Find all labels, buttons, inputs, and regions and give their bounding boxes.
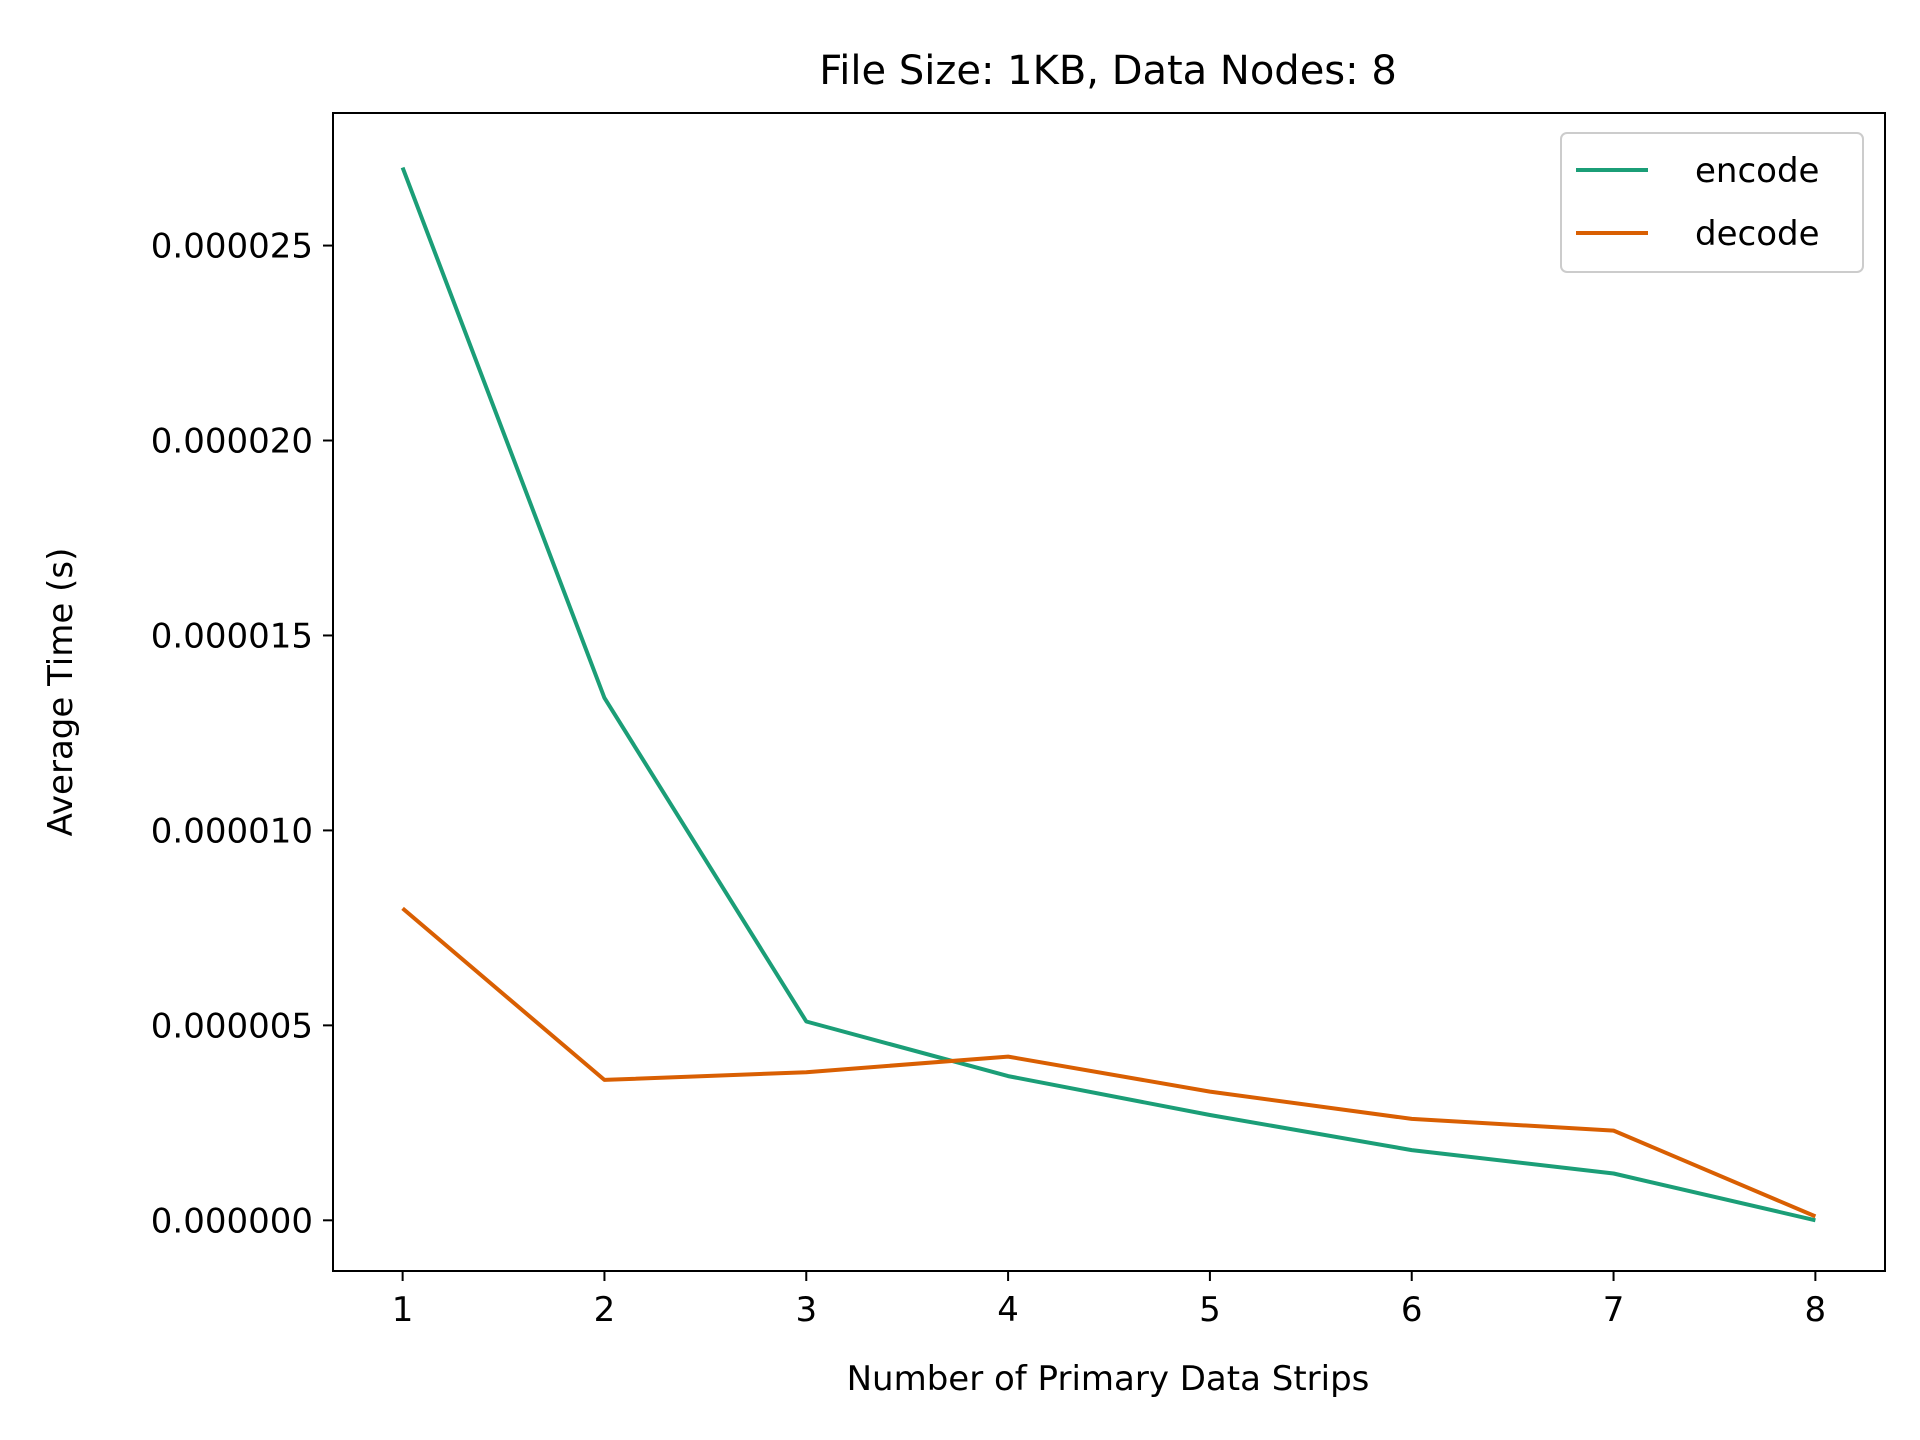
chart-title: File Size: 1KB, Data Nodes: 8 [819,48,1397,94]
legend-label-decode: decode [1695,214,1820,254]
x-axis: 1 2 3 4 5 6 7 8 [392,1271,1826,1330]
x-tick-label: 4 [997,1290,1019,1330]
x-axis-label: Number of Primary Data Strips [847,1359,1370,1399]
x-tick-label: 2 [594,1290,616,1330]
y-axis-label: Average Time (s) [41,548,81,837]
x-tick-label: 8 [1805,1290,1827,1330]
x-tick-label: 6 [1401,1290,1423,1330]
y-tick-label: 0.000000 [151,1201,313,1241]
legend-label-encode: encode [1695,151,1819,191]
legend-box [1560,132,1864,273]
plot-frame [332,112,1886,1272]
x-tick-label: 5 [1199,1290,1221,1330]
y-tick-label: 0.000010 [151,811,313,851]
y-tick-label: 0.000020 [151,422,313,462]
y-axis: 0.000000 0.000005 0.000010 0.000015 0.000020… [151,227,333,1241]
legend: encode decode [1560,132,1864,273]
x-tick-label: 3 [795,1290,817,1330]
y-tick-label: 0.000025 [151,227,313,267]
x-tick-label: 7 [1603,1290,1625,1330]
series-layer [400,166,1817,1223]
series-line-encode [400,166,1816,1223]
y-tick-label: 0.000015 [151,616,313,656]
x-tick-label: 1 [392,1290,414,1330]
y-tick-label: 0.000005 [151,1006,313,1046]
series-line-decode [401,906,1817,1219]
